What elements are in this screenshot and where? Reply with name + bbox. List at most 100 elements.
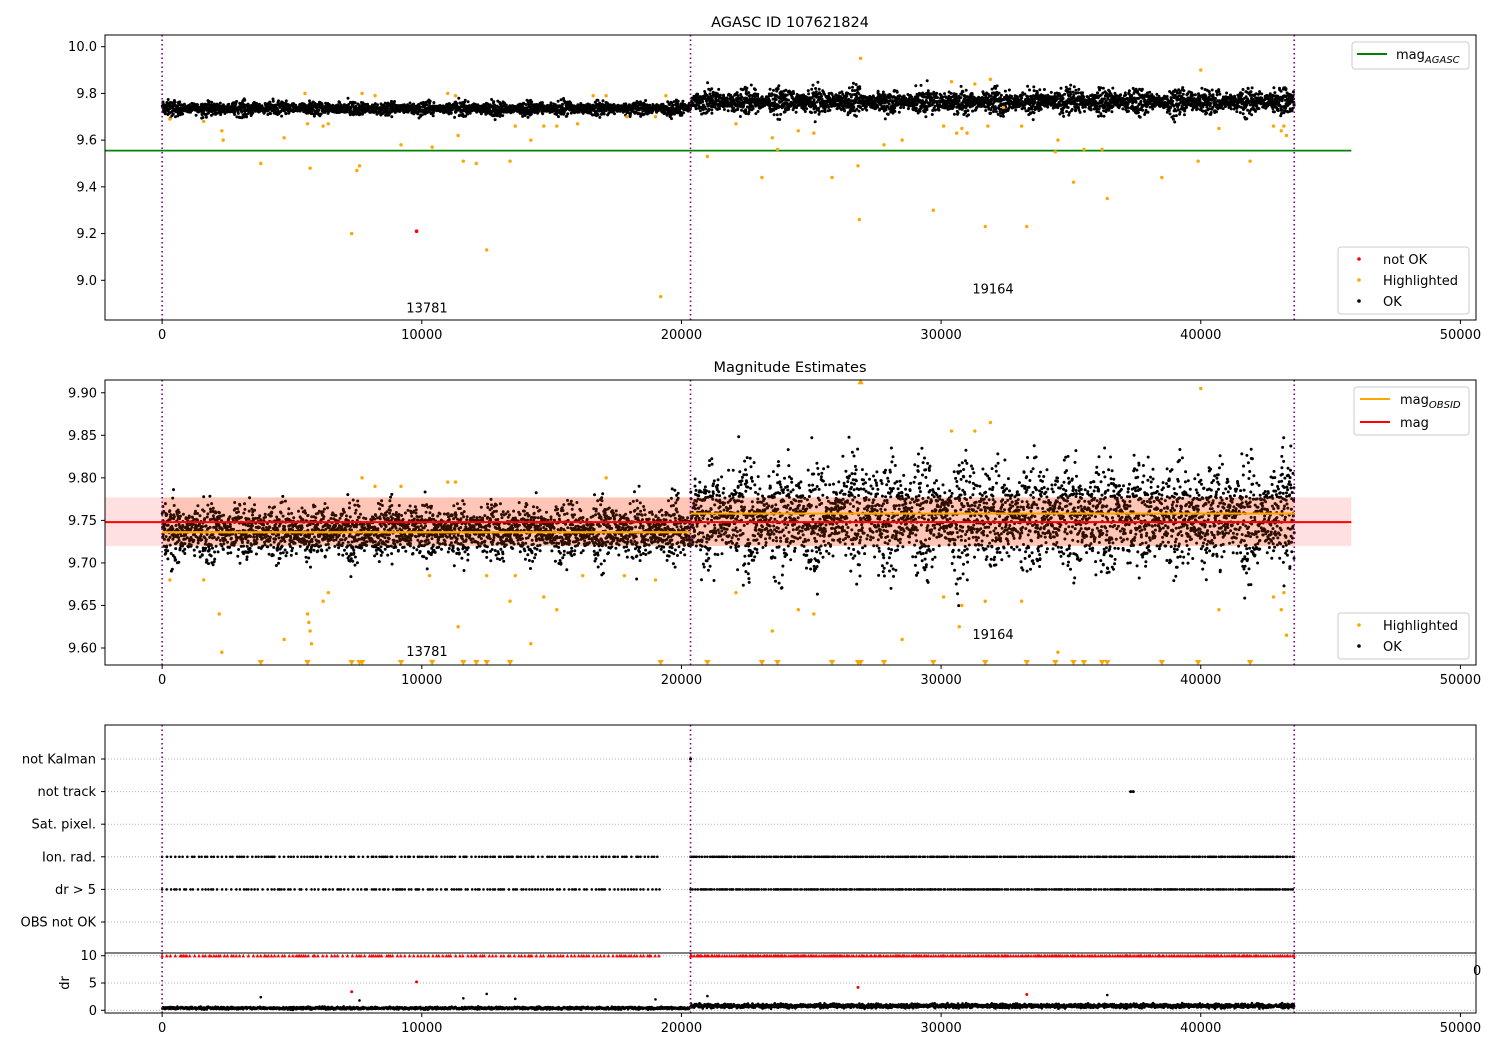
ok-point [347, 102, 351, 106]
ok-point [1059, 86, 1063, 90]
ok-point [407, 109, 411, 113]
ok-point [672, 100, 676, 104]
ok-point [820, 97, 824, 101]
ok-point [906, 107, 910, 111]
ok-point [466, 100, 470, 104]
ok-point [943, 92, 946, 96]
ok-point [910, 95, 914, 99]
ok-point [541, 112, 545, 116]
ok-point [1014, 108, 1018, 112]
ok-point [733, 99, 736, 103]
ok-point [937, 108, 941, 112]
ok-point [933, 108, 937, 112]
ok-point [959, 84, 963, 88]
ok-point [955, 97, 959, 101]
ok-point [503, 101, 506, 105]
ok-point [235, 99, 239, 103]
ok-point [717, 87, 721, 91]
ok-point [853, 89, 857, 93]
ok-point [994, 86, 998, 90]
ok-point [966, 109, 970, 113]
ok-point [930, 96, 934, 100]
ok-point [454, 110, 458, 114]
ok-point [851, 81, 855, 85]
ok-point [954, 92, 958, 96]
ok-point [271, 99, 275, 103]
ok-point [810, 111, 813, 115]
ok-point [1069, 92, 1073, 96]
ok-point [194, 113, 198, 117]
ok-point [970, 92, 974, 96]
ok-point [1126, 106, 1130, 110]
ok-point [817, 112, 821, 116]
ok-point [201, 116, 205, 119]
ok-point [209, 113, 213, 117]
ok-point [725, 96, 729, 100]
dr-axis-label: dr [58, 976, 73, 990]
ok-point [900, 103, 904, 107]
ok-point [736, 94, 740, 98]
ok-point [735, 91, 739, 95]
ok-point [767, 95, 771, 98]
ok-point [526, 115, 530, 119]
ok-point [598, 101, 602, 105]
ok-point [219, 113, 223, 117]
ok-point [827, 92, 831, 95]
ok-point [814, 90, 818, 94]
ok-point [601, 99, 605, 103]
ok-point [794, 110, 798, 114]
ok-point [676, 99, 680, 103]
ok-point [1127, 89, 1131, 93]
ok-point [855, 107, 859, 111]
ok-point [668, 103, 671, 107]
ok-point [383, 101, 387, 105]
ok-point [864, 105, 868, 109]
ok-point [747, 110, 751, 114]
ok-point [681, 99, 685, 103]
ok-point [698, 109, 702, 113]
ok-point [304, 103, 308, 107]
ok-point [964, 111, 968, 114]
ok-point [529, 112, 533, 116]
ok-point [807, 92, 811, 96]
ok-point [774, 107, 778, 111]
ok-point [753, 95, 757, 98]
ok-point [773, 101, 777, 104]
ok-point [732, 106, 735, 110]
ok-point [747, 91, 751, 95]
ok-point [830, 104, 834, 108]
ok-point [530, 100, 534, 104]
ok-point [1102, 114, 1106, 118]
ok-point [428, 102, 432, 105]
ok-point [740, 98, 743, 102]
ok-point [271, 97, 275, 101]
ok-point [338, 101, 342, 104]
ok-point [812, 91, 816, 95]
ok-point [1083, 105, 1087, 109]
ok-point [457, 96, 461, 100]
ok-point [827, 105, 831, 109]
ok-point [501, 114, 505, 118]
ok-point [1095, 104, 1099, 108]
ok-point [644, 99, 648, 102]
ok-point [952, 112, 956, 116]
ok-point [562, 97, 565, 100]
panel1-plot-area [105, 56, 1352, 299]
ok-point [915, 103, 919, 106]
ok-point [176, 114, 180, 118]
ok-point [1124, 93, 1128, 97]
ok-point [251, 111, 255, 115]
ok-point [957, 99, 961, 103]
ok-point [639, 114, 643, 118]
ok-point [1082, 95, 1086, 99]
ok-point [284, 99, 288, 103]
ok-point [402, 111, 406, 114]
ok-point [173, 100, 177, 104]
ok-point [756, 110, 760, 113]
ok-point [710, 108, 714, 112]
ok-point [810, 87, 814, 91]
ok-point [745, 86, 749, 90]
ok-point [861, 108, 864, 111]
ok-point [749, 83, 753, 87]
ok-point [1062, 114, 1066, 118]
